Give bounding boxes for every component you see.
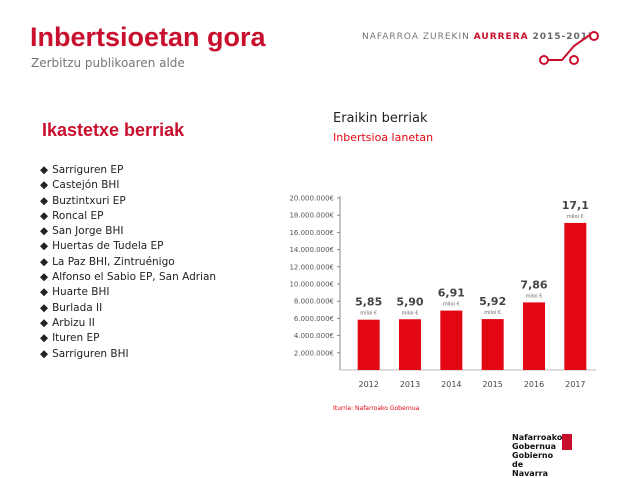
y-tick-label: 8.000.000€	[294, 298, 334, 306]
bar	[440, 310, 463, 370]
brand: NAFARROA ZUREKIN AURRERA 2015-2017	[362, 32, 595, 42]
y-tick-label: 2.000.000€	[294, 349, 334, 357]
list-item: Alfonso el Sabio EP, San Adrian	[40, 270, 225, 285]
logo-text: Nafarroako Gobernua	[512, 433, 563, 451]
y-tick-label: 20.000.000€	[289, 195, 334, 203]
list-item: Sarriguren EP	[40, 163, 225, 178]
x-tick-label: 2017	[565, 380, 585, 389]
list: Sarriguren EPCastejón BHIBuztintxuri EPR…	[40, 163, 225, 362]
list-item: Castejón BHI	[40, 178, 225, 193]
list-item: Huarte BHI	[40, 285, 225, 300]
y-tick-label: 16.000.000€	[289, 229, 334, 237]
y-tick-label: 6.000.000€	[294, 315, 334, 323]
value-unit: miloi €	[402, 310, 419, 316]
list-title: Ikastetxe berriak	[42, 120, 185, 140]
list-item: Arbizu II	[40, 316, 225, 331]
value-label: 5,85	[355, 296, 382, 309]
bar	[399, 319, 421, 370]
list-item: Huertas de Tudela EP	[40, 239, 225, 254]
value-label: 5,92	[479, 295, 506, 308]
bar	[523, 302, 545, 370]
list-item: Buztintxuri EP	[40, 194, 225, 209]
list-item: Ituren EP	[40, 331, 225, 346]
value-unit: miloi €	[443, 302, 460, 308]
x-tick-label: 2012	[358, 380, 378, 389]
title: Inbertsioetan gora	[30, 22, 266, 52]
y-tick-label: 18.000.000€	[289, 212, 334, 220]
logo: Nafarroako Gobernua Gobierno de Navarra	[512, 433, 623, 478]
value-label: 5,90	[396, 295, 423, 308]
list-item: San Jorge BHI	[40, 224, 225, 239]
value-label: 17,1	[562, 199, 589, 212]
chart: Eraikin berriak Inbertsioa lanetan Iturr…	[289, 111, 596, 412]
list-item: Sarriguren BHI	[40, 347, 225, 362]
brand-text: NAFARROA ZUREKIN	[362, 32, 470, 42]
brand-icon	[539, 31, 599, 65]
value-label: 6,91	[438, 287, 465, 300]
value-unit: miloi €	[567, 214, 584, 220]
list-item: La Paz BHI, Zintruénigo	[40, 255, 225, 270]
y-tick-label: 10.000.000€	[289, 281, 334, 289]
chart-subtitle: Inbertsioa lanetan	[333, 131, 433, 144]
slide: Inbertsioetan gora Zerbitzu publikoaren …	[0, 0, 623, 467]
logo-text: Gobierno de Navarra	[512, 451, 554, 478]
value-unit: miloi €	[526, 293, 543, 299]
y-tick-label: 14.000.000€	[289, 246, 334, 254]
logo-shield	[561, 434, 572, 450]
x-tick-label: 2013	[400, 380, 420, 389]
chart-title: Eraikin berriak	[333, 111, 428, 126]
x-tick-label: 2014	[441, 380, 461, 389]
list-item: Roncal EP	[40, 209, 225, 224]
value-unit: miloi €	[360, 311, 377, 317]
value-label: 7,86	[520, 278, 547, 291]
source: Iturria: Nafarroako Gobernua	[333, 405, 420, 412]
bar	[357, 319, 380, 370]
bar	[564, 222, 587, 370]
brand-text: AURRERA	[473, 32, 529, 42]
list-item: Burlada II	[40, 301, 225, 316]
x-tick-label: 2015	[482, 380, 502, 389]
brand-text: 2015-2017	[532, 32, 596, 42]
x-tick-label: 2016	[524, 380, 544, 389]
subtitle: Zerbitzu publikoaren alde	[31, 56, 185, 70]
bar	[481, 319, 504, 370]
value-unit: miloi €	[484, 310, 501, 316]
y-tick-label: 4.000.000€	[294, 332, 334, 340]
y-tick-label: 12.000.000€	[289, 263, 334, 271]
